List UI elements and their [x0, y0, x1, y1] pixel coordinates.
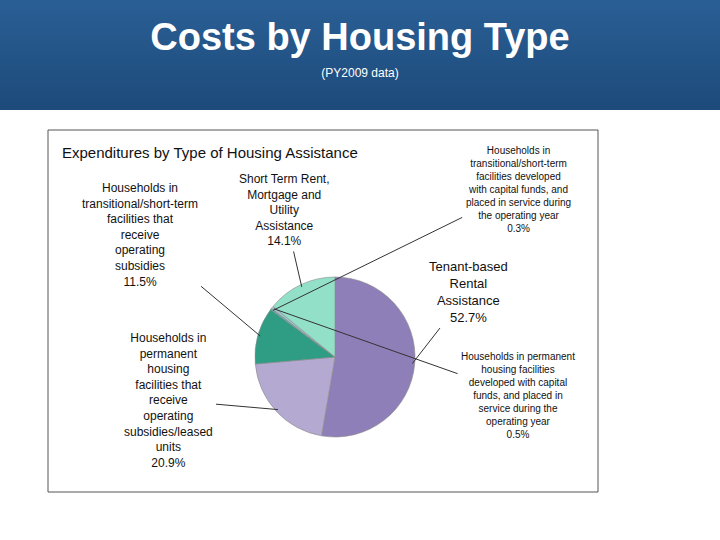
svg-text:Expenditures by Type of Housin: Expenditures by Type of Housing Assistan… — [62, 144, 358, 161]
html-text:(PY2009 data): (PY2009 data) — [321, 66, 399, 80]
svg-text:Short Term Rent,Mortgage andUt: Short Term Rent,Mortgage andUtilityAssis… — [239, 172, 329, 248]
svg-text:Households intransitional/shor: Households intransitional/short-termfaci… — [82, 181, 198, 289]
html-text:Costs by Housing Type: Costs by Housing Type — [150, 16, 570, 58]
svg-text:Households in permanenthousing: Households in permanenthousing facilitie… — [461, 351, 575, 440]
svg-text:Tenant-basedRentalAssistance52: Tenant-basedRentalAssistance52.7% — [429, 259, 508, 325]
svg-text:Households intransitional/shor: Households intransitional/short-termfaci… — [466, 145, 571, 234]
svg-text:Households inpermanenthousingf: Households inpermanenthousingfacilities … — [124, 331, 213, 470]
